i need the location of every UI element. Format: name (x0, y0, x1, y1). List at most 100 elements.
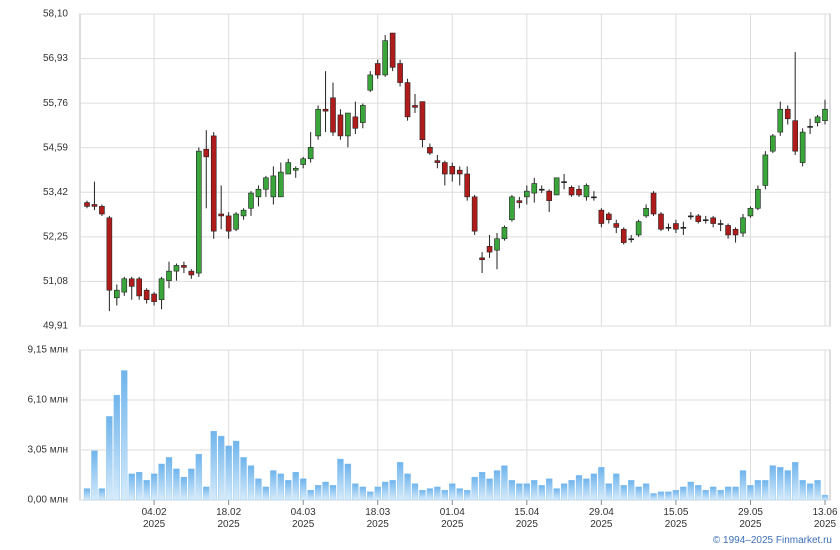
candle-body (442, 162, 448, 175)
volume-bar (150, 473, 158, 501)
volume-bar (493, 470, 501, 501)
volume-bar (285, 480, 292, 501)
volume-bar (732, 486, 739, 501)
candle-body (777, 108, 784, 133)
volume-bar (792, 462, 799, 501)
candle-body (501, 227, 508, 240)
x-tick-label: 13.06 2025 (812, 507, 838, 530)
candle-body (278, 171, 284, 198)
candle-body (136, 278, 142, 297)
volume-bar (672, 490, 680, 501)
volume-bar (523, 483, 530, 501)
volume-bar (478, 471, 486, 501)
y-tick-label: 56,93 (43, 53, 68, 64)
candle-body (620, 228, 627, 243)
y-tick-label: 0,00 млн (28, 495, 68, 506)
candle-body (740, 217, 746, 234)
candle-body (106, 217, 113, 291)
x-tick-label: 29.04 2025 (588, 507, 614, 530)
candle-body (181, 265, 187, 268)
volume-bar (546, 478, 553, 501)
volume-bar (657, 491, 665, 501)
x-tick-label: 29.05 2025 (737, 507, 763, 530)
volume-bar (203, 486, 210, 501)
candle-body (382, 40, 388, 76)
volume-bar (106, 416, 113, 501)
volume-bar (441, 490, 448, 501)
candle-body (143, 289, 150, 301)
volume-bar (188, 468, 195, 501)
x-tick-label: 04.02 2025 (141, 507, 167, 530)
candle-body (576, 188, 582, 196)
candle-body (233, 213, 239, 230)
y-tick-label: 3,05 млн (28, 445, 68, 456)
volume-bar (426, 488, 434, 501)
candle-body (270, 175, 277, 198)
candle-body (352, 116, 359, 129)
candle-body (568, 187, 575, 196)
volume-bar (680, 486, 687, 501)
volume-bar (724, 486, 732, 501)
volume-bar (799, 480, 806, 501)
x-tick-label: 15.04 2025 (514, 507, 540, 530)
candle-body (784, 108, 791, 120)
volume-bar (620, 485, 627, 501)
candle-body (255, 188, 262, 198)
volume-bar (419, 490, 426, 501)
volume-bar (665, 491, 672, 501)
volume-bar (158, 463, 165, 501)
volume-bar (352, 483, 359, 501)
candle-body (665, 227, 672, 229)
candle-body (710, 217, 716, 224)
volume-bar (710, 486, 717, 501)
candle-body (158, 278, 165, 301)
volume-bar (247, 465, 255, 501)
volume-bar (769, 465, 776, 501)
candle-body (464, 173, 470, 198)
candle-body (717, 223, 724, 225)
candle-body (99, 206, 105, 215)
volume-bar (262, 486, 270, 501)
volume-bar (538, 485, 545, 501)
volume-bar (270, 470, 277, 501)
candle-body (494, 238, 500, 251)
candle-body (546, 190, 552, 201)
volume-bar (449, 483, 456, 501)
volume-bar (367, 491, 374, 501)
candle-body (114, 289, 120, 299)
candle-body (360, 105, 366, 123)
candle-body (538, 188, 545, 191)
volume-bar (806, 483, 814, 501)
candle-body (367, 74, 374, 91)
y-tick-label: 54,59 (43, 142, 68, 153)
y-tick-label: 53,42 (43, 187, 68, 198)
candle-body (427, 147, 433, 154)
volume-bar (329, 485, 337, 501)
candle-body (218, 213, 224, 217)
candle-body (643, 207, 649, 217)
volume-bar (389, 480, 396, 501)
candle-body (524, 190, 530, 198)
volume-bar (300, 478, 307, 501)
volume-bar (337, 458, 344, 501)
candle-body (673, 223, 679, 230)
volume-bar (553, 488, 560, 501)
volume-bar (307, 490, 314, 501)
candle-body (680, 227, 687, 229)
candle-body (486, 246, 493, 253)
candle-body (203, 148, 210, 158)
volume-bar (218, 435, 225, 501)
volume-bar (195, 453, 202, 501)
volume-bar (635, 486, 642, 501)
volume-bar (277, 473, 284, 501)
candle-body (374, 63, 381, 76)
volume-bar (486, 478, 493, 501)
x-tick-label: 18.02 2025 (216, 507, 242, 530)
volume-bar (121, 370, 128, 501)
volume-bar (531, 480, 538, 501)
volume-bar (113, 394, 120, 501)
y-tick-label: 58,10 (43, 9, 68, 20)
x-tick-label: 01.04 2025 (439, 507, 465, 530)
volume-bar (314, 485, 322, 501)
candle-body (345, 112, 351, 137)
